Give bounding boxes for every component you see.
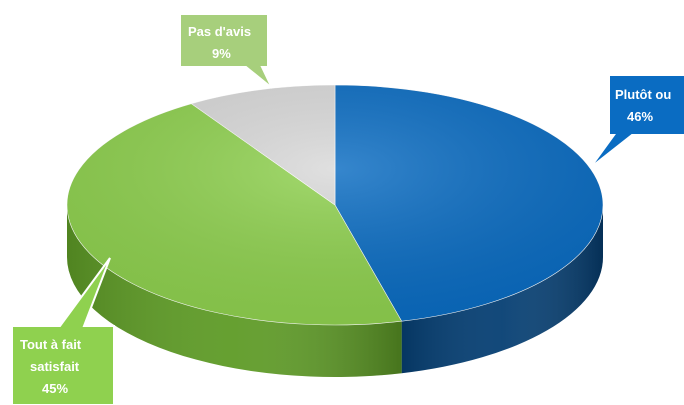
callout-plutot: Plutôt ou 46% bbox=[589, 74, 684, 169]
callout-plutot-label: Plutôt ou bbox=[615, 87, 671, 102]
callout-tout-a-fait-box bbox=[11, 257, 115, 405]
callout-pas-avis-box bbox=[179, 13, 273, 89]
pie-top-shade bbox=[67, 85, 603, 325]
callout-pas-avis-label: Pas d'avis bbox=[188, 24, 251, 39]
callout-tout-a-fait-value: 45% bbox=[42, 381, 68, 396]
slice-plutot-side-shade bbox=[401, 205, 603, 374]
callouts: Plutôt ou 46% Pas d'avis 9% Tout à fait … bbox=[11, 13, 684, 405]
callout-tout-a-fait-label2: satisfait bbox=[30, 359, 80, 374]
callout-tout-a-fait: Tout à fait satisfait 45% bbox=[11, 257, 115, 405]
callout-tout-a-fait-label1: Tout à fait bbox=[20, 337, 82, 352]
callout-pas-avis-value: 9% bbox=[212, 46, 231, 61]
slice-tout-a-fait-side-shade bbox=[67, 205, 402, 377]
callout-plutot-value: 46% bbox=[627, 109, 653, 124]
pie-sides bbox=[67, 205, 603, 377]
pie-tops bbox=[66, 84, 604, 326]
callout-plutot-box bbox=[589, 74, 684, 169]
callout-pas-avis: Pas d'avis 9% bbox=[179, 13, 273, 89]
